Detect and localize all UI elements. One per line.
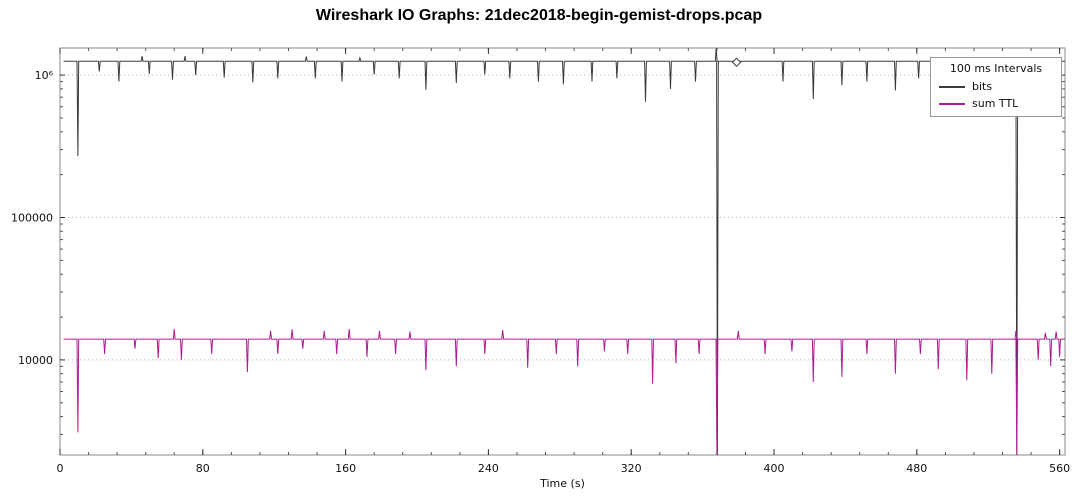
chart-title: Wireshark IO Graphs: 21dec2018-begin-gem… (315, 7, 763, 24)
svg-text:320: 320 (621, 462, 642, 475)
legend-title: 100 ms Intervals (949, 62, 1043, 75)
svg-text:400: 400 (764, 462, 785, 475)
bits-line-swatch (939, 85, 965, 88)
svg-text:0: 0 (57, 462, 64, 475)
svg-text:560: 560 (1049, 462, 1070, 475)
legend-entry-bits: bits (939, 80, 1055, 93)
svg-text:100000: 100000 (11, 212, 53, 225)
legend-label-sum-ttl: sum TTL (972, 97, 1019, 110)
svg-text:480: 480 (906, 462, 927, 475)
svg-text:10000: 10000 (18, 354, 53, 367)
svg-text:80: 80 (196, 462, 210, 475)
sum-ttl-line-swatch (939, 102, 965, 105)
svg-text:240: 240 (478, 462, 499, 475)
svg-text:160: 160 (335, 462, 356, 475)
legend-box: 100 ms Intervals bits sum TTL (930, 57, 1062, 117)
legend-entry-sum-ttl: sum TTL (939, 97, 1055, 110)
svg-text:10⁶: 10⁶ (35, 69, 54, 82)
x-axis-label: Time (s) (540, 477, 585, 490)
legend-label-bits: bits (972, 80, 993, 93)
